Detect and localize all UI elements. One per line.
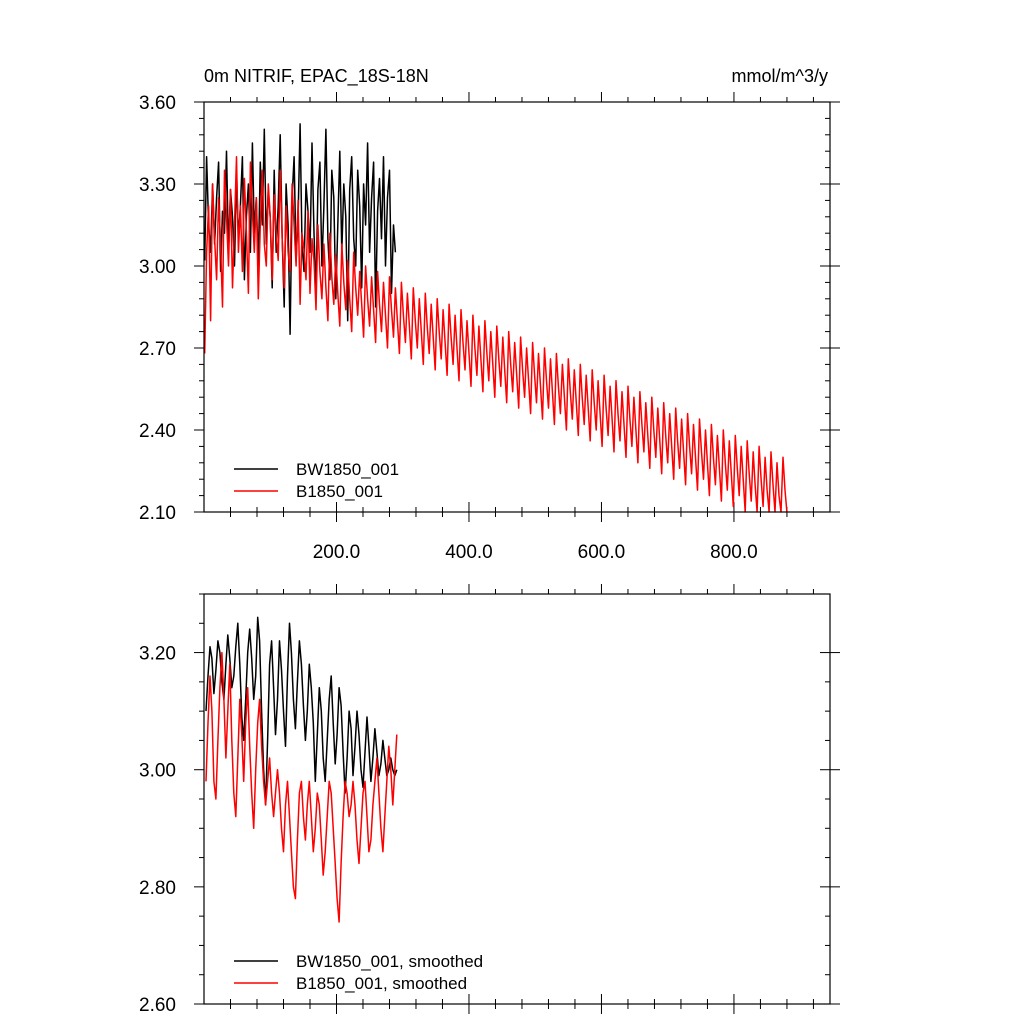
y-tick-label: 2.40 [139,421,176,442]
legend-label-b1850: B1850_001 [296,482,383,501]
top-legend: BW1850_001 B1850_001 [234,460,399,501]
bottom-series-group [205,616,398,923]
bottom-plot-frame [203,593,831,1005]
x-tick-label: 400.0 [445,542,493,563]
top-axis-ticks: 200.0 400.0 600.0 800.0 2.10 2.40 2.70 3.00 3.30… [139,92,840,563]
y-tick-label: 2.60 [139,995,176,1016]
chart-title: 0m NITRIF, EPAC_18S-18N [204,66,429,87]
chart-units-label: mmol/m^3/y [732,66,828,86]
x-tick-label: 800.0 [710,542,758,563]
series-line-b1850-001-smoothed [205,651,398,923]
bottom-legend: BW1850_001, smoothed B1850_001, smoothed [234,952,483,993]
top-chart-panel: 0m NITRIF, EPAC_18S-18N mmol/m^3/y 200.0… [139,66,840,563]
legend-label-b1850-smoothed: B1850_001, smoothed [296,974,467,993]
top-plot-frame [203,101,831,513]
y-tick-label: 3.00 [139,257,176,278]
bottom-axis-ticks: 2.60 2.80 3.00 3.20 [139,584,840,1016]
series-line-bw1850-001-smoothed [205,616,398,806]
y-tick-label: 3.30 [139,175,176,196]
legend-label-bw1850: BW1850_001 [296,460,399,479]
y-tick-label: 3.00 [139,761,176,782]
bottom-chart-panel: 2.60 2.80 3.00 3.20 BW1850_001, smoothed B1… [139,584,840,1016]
y-tick-label: 2.10 [139,503,176,524]
legend-label-bw1850-smoothed: BW1850_001, smoothed [296,952,483,971]
y-tick-label: 3.20 [139,644,176,665]
y-tick-label: 3.60 [139,93,176,114]
series-line-b1850-001 [203,155,788,513]
y-tick-label: 2.80 [139,878,176,899]
x-tick-label: 600.0 [578,542,626,563]
x-tick-label: 200.0 [313,542,361,563]
top-series-group [203,123,788,513]
y-tick-label: 2.70 [139,339,176,360]
